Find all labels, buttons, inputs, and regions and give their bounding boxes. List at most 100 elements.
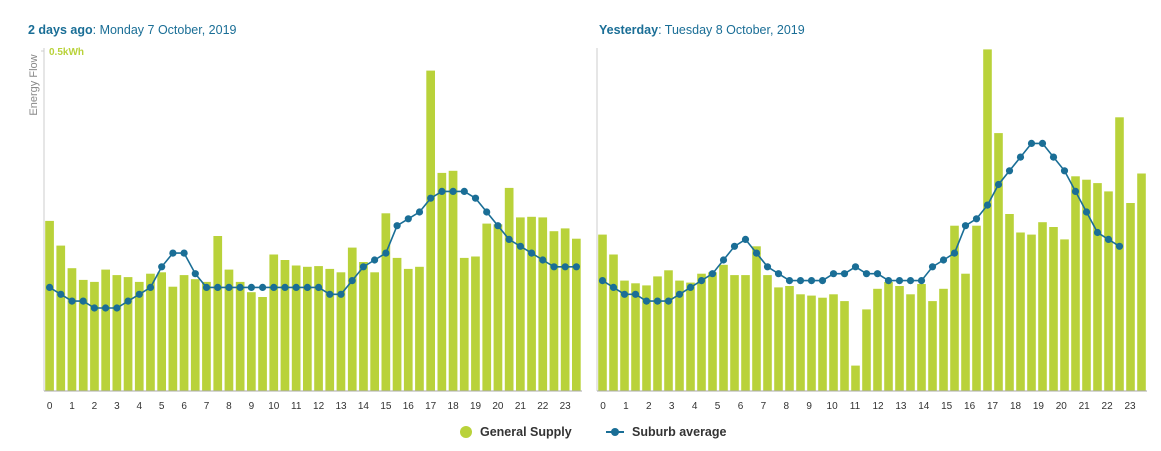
- x-tick-label: 10: [827, 401, 839, 412]
- suburb-average-point: [79, 297, 87, 305]
- supply-bar: [112, 275, 122, 391]
- supply-bar: [235, 281, 245, 391]
- suburb-average-point: [124, 297, 132, 305]
- suburb-average-point: [796, 277, 805, 285]
- chart-title-day-before-yesterday: 2 days ago: Monday 7 October, 2019: [28, 23, 236, 37]
- supply-bar: [381, 213, 391, 391]
- legend-supply-dot-icon: [460, 426, 472, 438]
- suburb-average-point: [158, 263, 166, 271]
- x-tick-label: 20: [492, 401, 504, 412]
- x-tick-label: 1: [69, 401, 75, 412]
- supply-bar: [763, 275, 772, 391]
- supply-bar: [459, 257, 469, 391]
- supply-bar: [972, 225, 981, 391]
- suburb-average-point: [572, 263, 581, 271]
- x-tick-label: 8: [226, 401, 232, 412]
- suburb-average-point: [862, 270, 871, 278]
- supply-bar: [280, 260, 290, 391]
- supply-bar: [840, 301, 849, 391]
- supply-bar: [1115, 117, 1124, 392]
- x-tick-label: 16: [403, 401, 415, 412]
- supply-bar: [258, 297, 267, 391]
- suburb-average-point: [598, 277, 607, 285]
- supply-bar: [213, 236, 223, 391]
- supply-bar: [686, 282, 695, 391]
- suburb-average-point: [741, 235, 750, 243]
- supply-bar: [1126, 203, 1135, 391]
- supply-bar: [493, 224, 503, 391]
- supply-bar: [752, 246, 761, 391]
- suburb-average-point: [135, 290, 143, 298]
- supply-bar: [719, 264, 728, 391]
- supply-bar: [796, 294, 805, 391]
- supply-bar: [1049, 227, 1058, 391]
- supply-bar: [631, 283, 640, 391]
- supply-bar: [994, 133, 1003, 391]
- supply-bar: [471, 256, 480, 391]
- suburb-average-point: [609, 283, 618, 291]
- suburb-average-point: [326, 290, 334, 298]
- supply-bar: [527, 216, 536, 391]
- supply-bar: [448, 170, 458, 391]
- supply-bar: [1137, 173, 1146, 391]
- suburb-average-point: [113, 304, 121, 312]
- suburb-average-point: [807, 277, 816, 285]
- suburb-average-point: [371, 256, 379, 264]
- supply-bar: [347, 247, 357, 391]
- suburb-average-point: [1093, 228, 1102, 237]
- supply-bar: [359, 262, 368, 391]
- supply-bar: [961, 273, 970, 391]
- x-tick-label: 17: [987, 401, 999, 412]
- supply-bar: [392, 257, 402, 391]
- legend-suburb-average[interactable]: Suburb average: [606, 425, 726, 439]
- supply-bar: [928, 301, 937, 391]
- suburb-average-point: [939, 256, 948, 264]
- x-tick-label: 4: [137, 401, 143, 412]
- supply-bar: [314, 266, 323, 391]
- supply-bar: [741, 275, 750, 391]
- x-tick-label: 12: [872, 401, 884, 412]
- suburb-average-point: [102, 304, 110, 312]
- supply-bar: [168, 286, 178, 391]
- suburb-average-point: [415, 208, 424, 216]
- supply-bar: [950, 225, 959, 391]
- x-tick-label: 9: [806, 401, 812, 412]
- suburb-average-point: [169, 249, 177, 257]
- suburb-average-point: [994, 180, 1003, 189]
- legend-general-supply[interactable]: General Supply: [460, 425, 572, 439]
- suburb-average-point: [1049, 153, 1058, 161]
- supply-bar: [101, 269, 110, 391]
- supply-bar: [906, 294, 915, 391]
- x-tick-label: 9: [249, 401, 255, 412]
- supply-bar: [675, 280, 684, 391]
- x-tick-label: 2: [92, 401, 98, 412]
- suburb-average-point: [270, 283, 278, 291]
- suburb-average-point: [516, 242, 525, 250]
- suburb-average-point: [259, 283, 267, 291]
- suburb-average-point: [983, 201, 992, 209]
- suburb-average-point: [620, 290, 629, 298]
- x-tick-label: 6: [181, 401, 187, 412]
- supply-bar: [67, 268, 77, 391]
- suburb-average-point: [818, 277, 827, 285]
- chart-title-yesterday: Yesterday: Tuesday 8 October, 2019: [599, 23, 805, 37]
- supply-bar: [1060, 239, 1069, 391]
- supply-bar: [730, 275, 739, 391]
- legend-suburb-label: Suburb average: [632, 425, 727, 439]
- suburb-average-point: [393, 222, 401, 230]
- supply-bar: [983, 49, 992, 392]
- x-tick-label: 13: [335, 401, 347, 412]
- supply-bar: [45, 220, 54, 391]
- supply-bar: [247, 292, 256, 391]
- supply-bar: [146, 273, 155, 391]
- y-tick-label: 0.5kWh: [49, 47, 84, 58]
- suburb-average-point: [1060, 167, 1069, 175]
- supply-bar: [884, 281, 893, 391]
- supply-bar: [291, 265, 301, 391]
- supply-bar: [538, 217, 548, 391]
- supply-bar: [851, 365, 860, 391]
- suburb-average-point: [1005, 167, 1014, 175]
- supply-bar: [190, 279, 200, 391]
- x-tick-label: 5: [715, 401, 721, 412]
